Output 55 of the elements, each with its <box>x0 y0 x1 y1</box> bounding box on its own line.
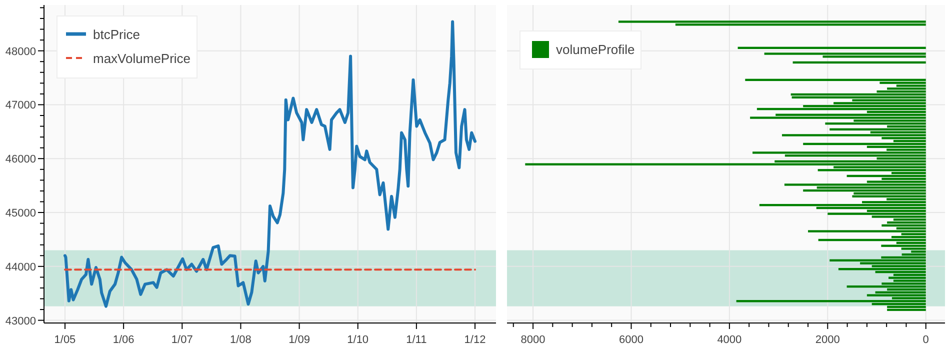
x-tick-label: 1/11 <box>406 334 427 346</box>
y-tick-label: 48000 <box>5 46 36 58</box>
legend-label: volumeProfile <box>556 42 635 57</box>
bar <box>887 308 926 311</box>
bar <box>792 96 926 98</box>
bar <box>828 212 926 215</box>
y-tick-label: 43000 <box>5 315 36 328</box>
y-tick-label: 47000 <box>5 100 36 112</box>
y-tick-label: 46000 <box>5 154 36 166</box>
legend-label: btcPrice <box>93 27 140 42</box>
bar <box>866 294 926 296</box>
bar <box>738 46 926 50</box>
bar <box>745 78 926 82</box>
x-tick-label: 1/08 <box>230 334 252 346</box>
legend-label: maxVolumePrice <box>93 51 191 66</box>
bar <box>750 116 926 119</box>
bar <box>825 122 926 125</box>
bar <box>852 195 926 198</box>
bar <box>618 20 926 23</box>
bar <box>790 93 926 96</box>
x-tick-label: 8000 <box>520 334 546 346</box>
bar <box>752 152 926 154</box>
bar <box>782 134 926 136</box>
x-tick-label: 1/07 <box>171 334 193 346</box>
bar <box>830 259 926 262</box>
x-tick-label: 1/06 <box>112 334 134 346</box>
bar <box>525 163 926 166</box>
x-tick-label: 4000 <box>717 334 742 346</box>
bar <box>764 52 926 55</box>
bar <box>818 169 926 172</box>
x-tick-label: 1/05 <box>54 334 76 346</box>
bar <box>888 276 926 279</box>
bar <box>881 244 926 247</box>
x-tick-label: 1/09 <box>288 334 310 346</box>
bar <box>846 174 926 178</box>
bar <box>756 108 926 110</box>
bar <box>830 128 926 130</box>
bar <box>846 285 926 288</box>
bar <box>792 61 926 64</box>
x-tick-label: 1/10 <box>347 334 369 346</box>
bar <box>803 142 926 146</box>
x-tick-label: 1/12 <box>464 334 486 346</box>
bar <box>803 189 926 192</box>
bar <box>838 268 926 270</box>
x-tick-label: 6000 <box>618 334 644 346</box>
x-tick-label: 0 <box>922 334 929 346</box>
x-tick-label: 2000 <box>815 334 840 346</box>
bar <box>784 184 926 186</box>
bar <box>736 300 926 302</box>
bar <box>818 238 926 242</box>
bar <box>882 224 926 227</box>
y-tick-label: 45000 <box>5 208 36 220</box>
bar <box>759 204 926 206</box>
y-tick-label: 44000 <box>5 261 36 274</box>
bar <box>808 230 926 232</box>
